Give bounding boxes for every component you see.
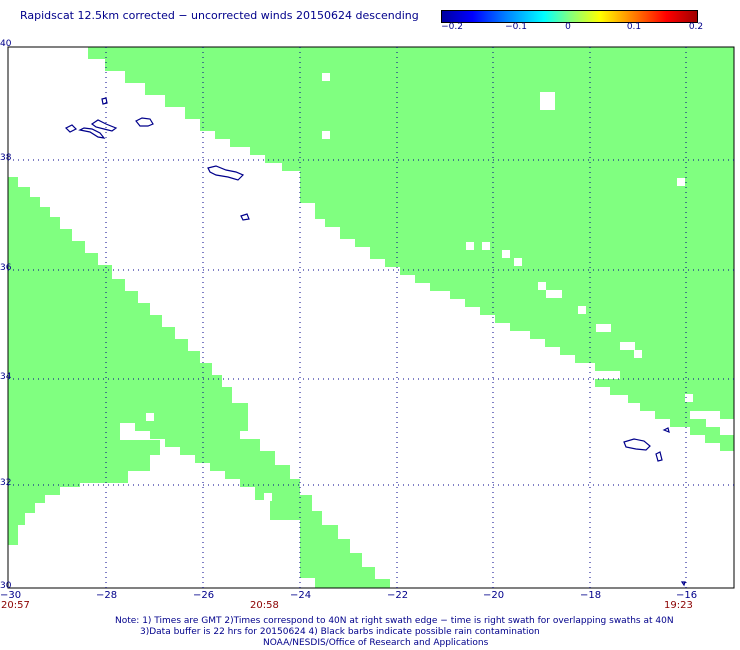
colorbar-tick: −0.2 <box>441 22 463 32</box>
x-tick-label: −26 <box>193 590 215 601</box>
y-tick-label: 32 <box>0 478 12 488</box>
x-tick-label: −30 <box>0 590 22 601</box>
map-title: Rapidscat 12.5km corrected − uncorrected… <box>20 9 419 22</box>
y-tick-label: 30 <box>0 581 12 591</box>
swath-south <box>8 177 390 588</box>
coastlines <box>64 97 686 587</box>
x-tick-label: −16 <box>676 590 698 601</box>
x-tick-label: −20 <box>483 590 505 601</box>
y-tick-label: 36 <box>0 263 12 273</box>
y-tick-label: 38 <box>0 153 12 163</box>
note-line-3: NOAA/NESDIS/Office of Research and Appli… <box>263 638 489 648</box>
y-tick-label: 34 <box>0 372 12 382</box>
colorbar-tick: 0 <box>565 22 571 32</box>
x-tick-label: −18 <box>580 590 602 601</box>
note-line-2: 3)Data buffer is 22 hrs for 20150624 4) … <box>140 627 540 637</box>
time-left: 20:57 <box>1 600 30 611</box>
swath-north <box>88 47 734 451</box>
gridlines <box>8 47 734 588</box>
map-frame <box>7 46 735 589</box>
colorbar <box>441 10 698 23</box>
colorbar-tick: −0.1 <box>505 22 527 32</box>
missing-data <box>146 73 693 501</box>
y-tick-label: 40 <box>0 39 12 49</box>
note-line-1: Note: 1) Times are GMT 2)Times correspon… <box>115 616 674 626</box>
x-tick-label: −22 <box>387 590 409 601</box>
colorbar-tick: 0.2 <box>688 22 704 32</box>
time-right: 19:23 <box>664 600 693 611</box>
colorbar-tick: 0.1 <box>626 22 642 32</box>
x-tick-label: −24 <box>290 590 312 601</box>
time-middle: 20:58 <box>250 600 279 611</box>
x-tick-label: −28 <box>96 590 118 601</box>
